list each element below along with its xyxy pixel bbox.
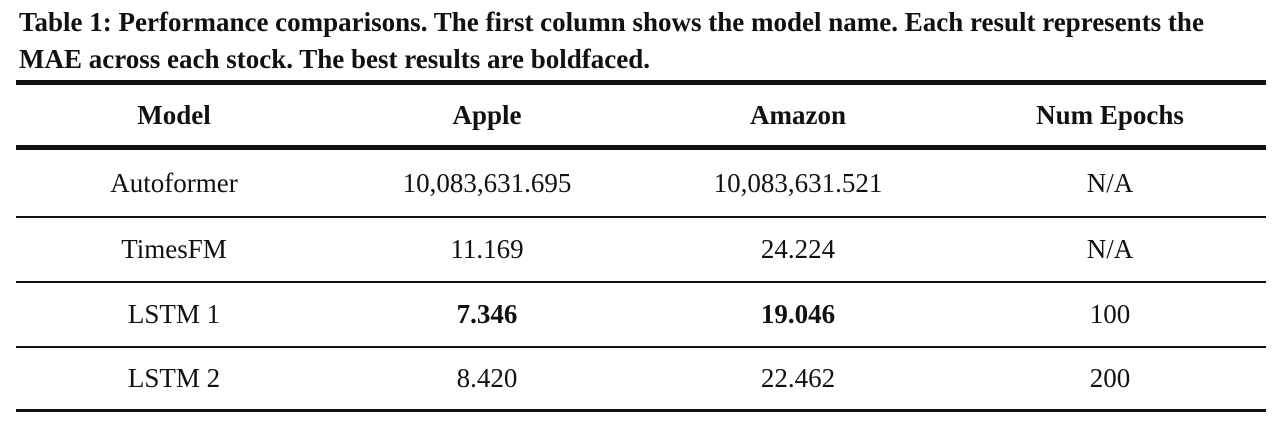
cell-model: TimesFM <box>121 234 227 264</box>
cell-epochs: 200 <box>1089 363 1131 393</box>
table-header-row: Model Apple Amazon Num Epochs <box>16 85 1266 145</box>
table-row: LSTM 1 7.346 19.046 100 <box>16 283 1266 346</box>
header-apple: Apple <box>452 99 522 130</box>
table-row: LSTM 2 8.420 22.462 200 <box>16 348 1266 409</box>
cell-epochs: N/A <box>1086 234 1134 264</box>
row-divider <box>16 216 1266 218</box>
cell-amazon: 24.224 <box>760 234 836 264</box>
table-row: TimesFM 11.169 24.224 N/A <box>16 218 1266 281</box>
table-caption: Table 1: Performance comparisons. The fi… <box>19 7 1204 74</box>
cell-amazon: 10,083,631.521 <box>713 167 883 198</box>
cell-apple-best: 7.346 <box>456 299 518 329</box>
row-divider <box>16 346 1266 348</box>
table-row: Autoformer 10,083,631.695 10,083,631.521… <box>16 150 1266 216</box>
row-divider <box>16 281 1266 283</box>
cell-amazon: 22.462 <box>760 363 836 393</box>
header-model: Model <box>137 99 211 130</box>
cell-model: LSTM 2 <box>127 363 221 393</box>
cell-apple: 8.420 <box>456 363 518 393</box>
cell-model: Autoformer <box>110 167 238 198</box>
table-header-rule <box>16 145 1266 150</box>
cell-model: LSTM 1 <box>127 299 221 329</box>
cell-amazon-best: 19.046 <box>760 299 836 329</box>
cell-apple: 10,083,631.695 <box>402 167 572 198</box>
table-top-rule <box>16 80 1266 85</box>
cell-apple: 11.169 <box>450 234 524 264</box>
header-num-epochs: Num Epochs <box>1036 99 1184 130</box>
cell-epochs: N/A <box>1086 167 1134 198</box>
table-bottom-rule <box>16 409 1266 412</box>
cell-epochs: 100 <box>1089 299 1131 329</box>
header-amazon: Amazon <box>750 99 846 130</box>
